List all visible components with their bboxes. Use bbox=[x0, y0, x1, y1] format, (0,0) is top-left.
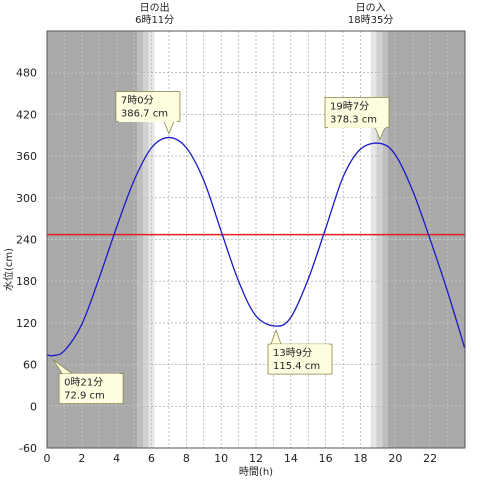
daylight-band bbox=[382, 31, 389, 448]
annotation-pointer-mask bbox=[271, 344, 330, 346]
grid-lines bbox=[47, 31, 465, 449]
annotation-value: 115.4 cm bbox=[273, 361, 320, 372]
y-axis-label: 水位(cm) bbox=[2, 248, 15, 291]
x-tick-label: 2 bbox=[78, 452, 85, 465]
x-tick-labels: 0 2 4 6 8 10 12 14 16 18 20 22 bbox=[44, 452, 438, 465]
x-tick-label: 22 bbox=[423, 452, 437, 465]
annotation-callout: 0時21分 72.9 cm bbox=[52, 359, 124, 405]
annotation-box bbox=[58, 373, 124, 405]
x-axis-label: 時間(h) bbox=[239, 466, 273, 478]
y-tick-label: 120 bbox=[16, 317, 37, 330]
annotation-value: 378.3 cm bbox=[330, 114, 377, 125]
sunrise-label: 日の出 bbox=[140, 1, 170, 14]
annotation-pointer-mask bbox=[328, 126, 387, 128]
x-tick-label: 0 bbox=[44, 452, 51, 465]
daylight-band bbox=[142, 31, 149, 448]
y-tick-label: 300 bbox=[16, 192, 37, 205]
sunset-label: 日の入 bbox=[356, 3, 386, 14]
y-tick-label: 480 bbox=[16, 67, 37, 80]
daylight-band bbox=[370, 31, 377, 448]
annotation-callout: 13時9分 115.4 cm bbox=[267, 328, 333, 375]
annotation-callout: 7時0分 386.7 cm bbox=[115, 91, 181, 135]
series-layer bbox=[46, 136, 466, 357]
annotation-box bbox=[115, 91, 181, 122]
annotation-value: 72.9 cm bbox=[64, 391, 105, 402]
y-tick-label: 180 bbox=[16, 275, 37, 288]
sunset-time: 18時35分 bbox=[348, 14, 393, 26]
y-tick-label: 0 bbox=[30, 400, 37, 413]
annotation-time: 13時9分 bbox=[273, 347, 312, 359]
x-tick-label: 4 bbox=[113, 452, 120, 465]
y-tick-label: 60 bbox=[23, 359, 37, 372]
annotation-box bbox=[267, 343, 333, 375]
y-tick-labels: -60 0 60 120 180 240 300 360 420 480 bbox=[16, 67, 37, 455]
x-tick-label: 16 bbox=[319, 452, 333, 465]
annotation-time: 19時7分 bbox=[330, 100, 369, 112]
sunrise-time: 6時11分 bbox=[135, 14, 174, 26]
annotation-value: 386.7 cm bbox=[121, 109, 168, 120]
tide-series-line bbox=[46, 136, 466, 357]
x-tick-label: 8 bbox=[183, 452, 190, 465]
x-tick-label: 18 bbox=[354, 452, 368, 465]
annotation-pointer-mask bbox=[118, 120, 177, 123]
x-tick-label: 20 bbox=[388, 452, 402, 465]
x-tick-label: 10 bbox=[214, 452, 228, 465]
y-tick-label: 360 bbox=[16, 150, 37, 163]
sun-labels: 日の出 6時11分 日の入 18時35分 bbox=[135, 1, 393, 26]
plot-frame bbox=[46, 30, 466, 449]
y-tick-label: 240 bbox=[16, 234, 37, 247]
annotation-callout: 19時7分 378.3 cm bbox=[324, 96, 390, 141]
annotation-time: 0時21分 bbox=[64, 377, 103, 389]
x-tick-label: 14 bbox=[284, 452, 298, 465]
annotation-time: 7時0分 bbox=[121, 95, 154, 107]
y-tick-label: 420 bbox=[16, 108, 37, 121]
annotation-pointer-mask bbox=[62, 373, 121, 376]
x-tick-label: 12 bbox=[249, 452, 263, 465]
y-tick-label: -60 bbox=[19, 442, 37, 455]
annotations: 0時21分 72.9 cm 7時0分 386.7 cm 13時9分 115.4 cm 19時… bbox=[52, 91, 390, 405]
annotation-box bbox=[324, 96, 390, 128]
x-tick-label: 6 bbox=[148, 452, 155, 465]
